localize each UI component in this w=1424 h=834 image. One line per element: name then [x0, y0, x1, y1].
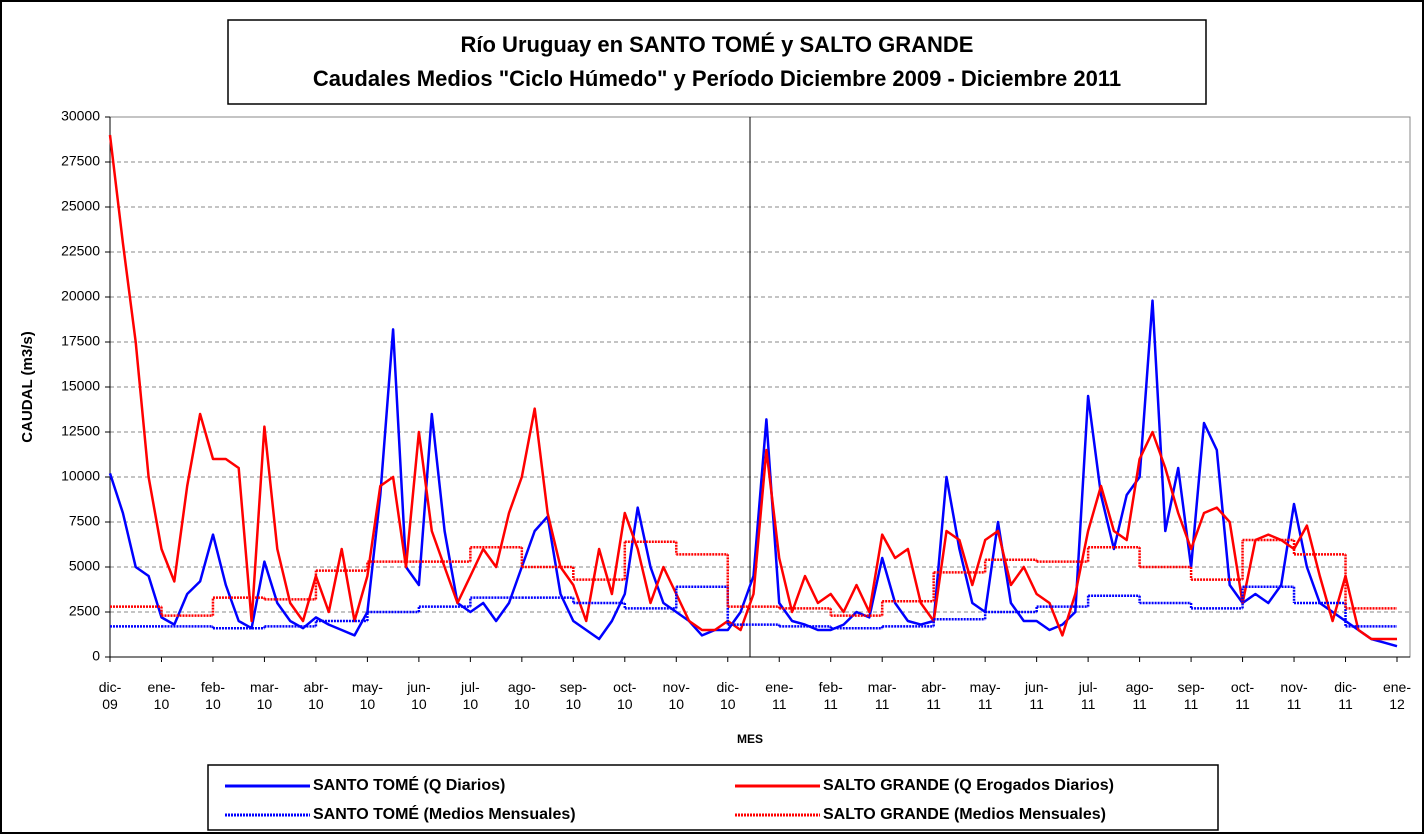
y-tick-label: 15000	[61, 378, 100, 394]
x-tick-label: ene- 11	[765, 679, 794, 712]
legend-box	[207, 764, 1219, 831]
x-tick-label: feb- 11	[818, 679, 843, 712]
x-tick-label: oct- 11	[1230, 679, 1255, 712]
x-tick-label: jul- 11	[1078, 679, 1098, 712]
y-tick-label: 12500	[61, 423, 100, 439]
x-tick-label: sep- 11	[1177, 679, 1205, 712]
legend-label: SALTO GRANDE (Q Erogados Diarios)	[823, 777, 1114, 794]
chart-title: Río Uruguay en SANTO TOMÉ y SALTO GRANDE	[461, 32, 974, 57]
y-tick-label: 30000	[61, 108, 100, 124]
x-tick-label: ago- 10	[507, 679, 536, 712]
x-tick-label: dic- 10	[716, 679, 740, 712]
daily-line	[108, 134, 1397, 641]
x-tick-label: ene- 10	[147, 679, 176, 712]
y-tick-label: 27500	[61, 153, 100, 169]
x-tick-label: jun- 10	[407, 679, 431, 712]
y-tick-label: 25000	[61, 198, 100, 214]
title-box	[227, 19, 1207, 105]
x-axis-label: MES	[737, 732, 763, 746]
y-axis-label: CAUDAL (m3/s)	[19, 331, 36, 442]
x-tick-label: abr- 11	[921, 679, 947, 712]
y-tick-label: 5000	[69, 558, 100, 574]
daily-line	[108, 299, 1398, 648]
x-tick-label: sep- 10	[559, 679, 587, 712]
x-tick-label: may- 11	[969, 679, 1001, 712]
y-tick-label: 2500	[69, 603, 100, 619]
y-tick-label: 20000	[61, 288, 100, 304]
x-tick-label: mar- 11	[867, 679, 897, 712]
plot-area	[109, 116, 1411, 658]
x-tick-label: dic- 09	[98, 679, 122, 712]
x-tick-label: jun- 11	[1024, 679, 1049, 712]
legend-label: SALTO GRANDE (Medios Mensuales)	[823, 806, 1106, 823]
y-tick-label: 7500	[69, 513, 100, 529]
x-tick-label: mar- 10	[250, 679, 279, 712]
x-tick-label: dic- 11	[1334, 679, 1357, 712]
x-tick-label: oct- 10	[613, 679, 637, 712]
x-tick-label: jul- 10	[461, 679, 480, 712]
y-tick-label: 0	[92, 648, 100, 664]
x-tick-label: feb- 10	[200, 679, 226, 712]
x-tick-label: nov- 11	[1280, 679, 1308, 712]
x-tick-label: ene- 12	[1382, 679, 1412, 712]
legend-label: SANTO TOMÉ (Q Diarios)	[313, 777, 506, 794]
x-tick-label: nov- 10	[662, 679, 690, 712]
x-tick-label: may- 10	[351, 679, 383, 712]
x-tick-label: abr- 10	[303, 679, 329, 712]
x-tick-label: ago- 11	[1125, 679, 1154, 712]
legend-label: SANTO TOMÉ (Medios Mensuales)	[313, 806, 576, 823]
y-tick-label: 22500	[61, 243, 100, 259]
y-tick-label: 10000	[61, 468, 100, 484]
y-tick-label: 17500	[61, 333, 100, 349]
chart-subtitle: Caudales Medios "Ciclo Húmedo" y Período…	[313, 66, 1121, 91]
